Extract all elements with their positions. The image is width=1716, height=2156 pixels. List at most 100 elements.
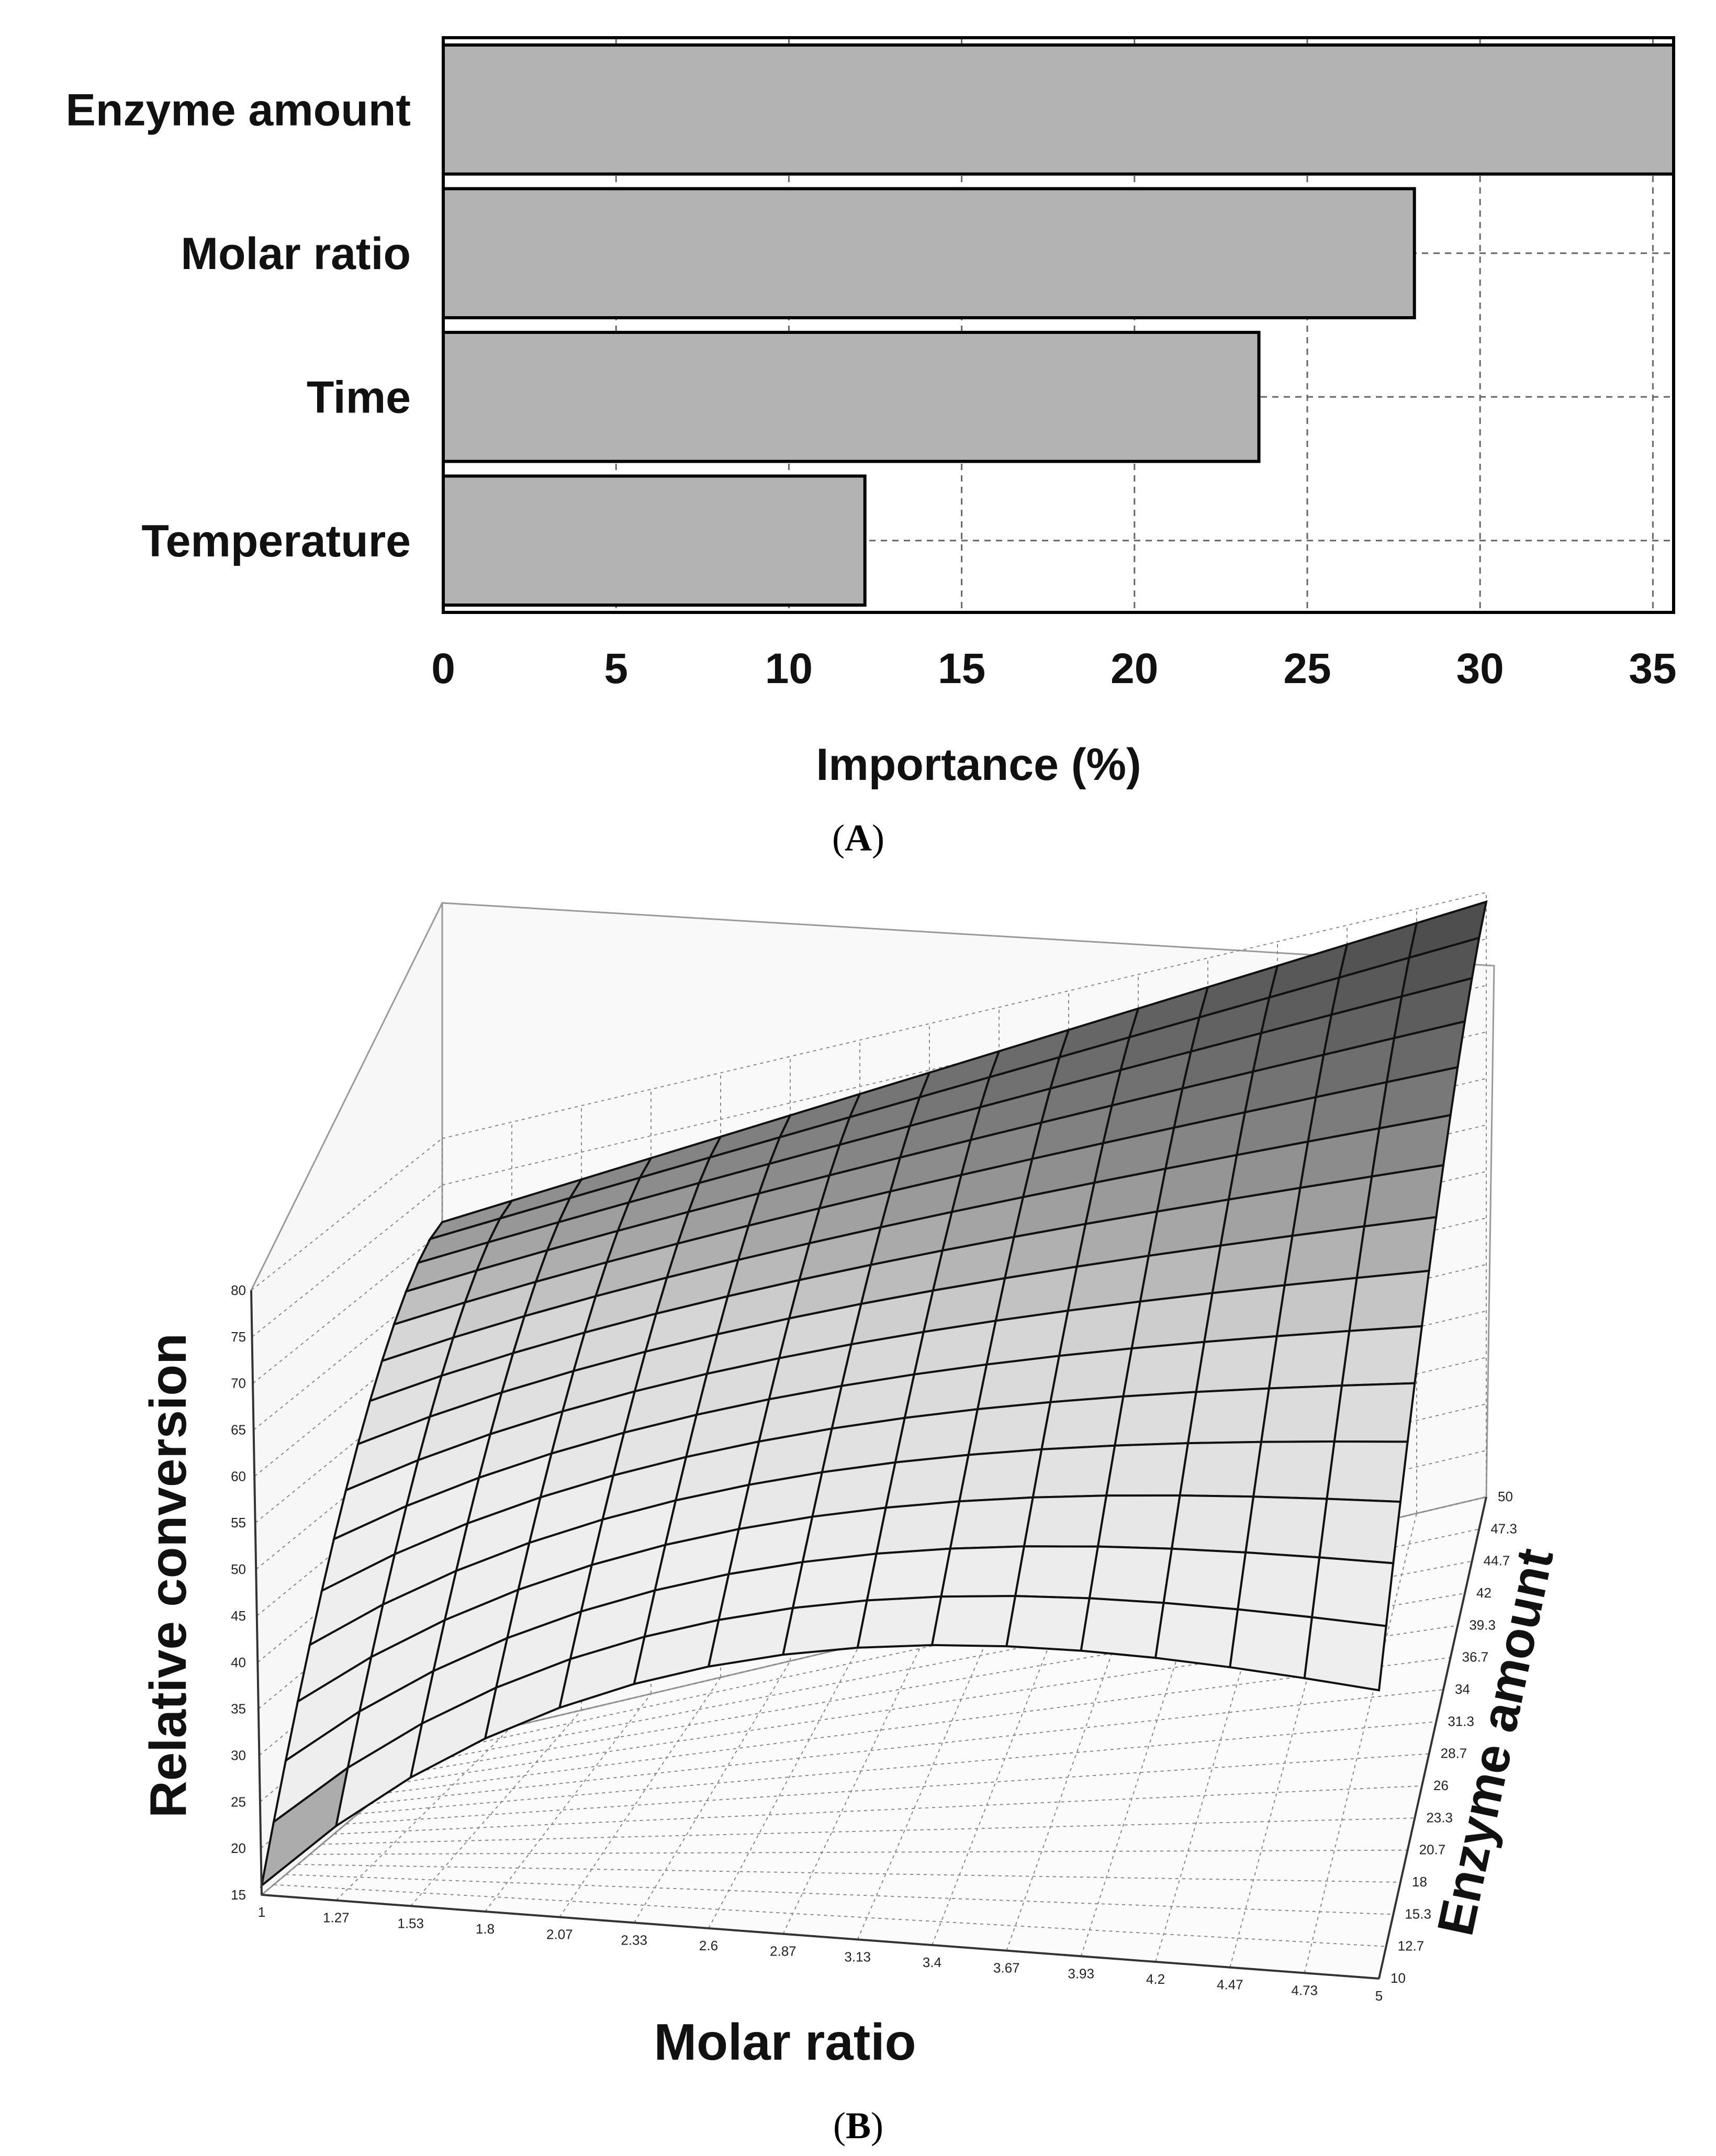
a-bar-molar-ratio <box>442 187 1416 319</box>
b-floor-grid <box>406 1593 1465 1774</box>
a-x-tick: 5 <box>604 645 628 692</box>
b-x-tick-labels: 1 1.27 1.53 1.8 2.07 2.33 2.6 2.87 3.13 3.4 3.67 3.… <box>258 1904 1383 2004</box>
b-surface-cell <box>1186 1387 1271 1445</box>
a-category-label: Temperature <box>141 516 411 566</box>
b-x-tick: 2.07 <box>546 1927 573 1942</box>
b-surface-cell <box>1333 1382 1416 1443</box>
b-x-tick: 4.2 <box>1146 1971 1165 1987</box>
b-surface-cell <box>1179 1440 1263 1498</box>
b-surface-cell <box>1130 1292 1214 1350</box>
b-y-tick: 31.3 <box>1448 1713 1474 1729</box>
b-surface-cell <box>1211 1234 1294 1294</box>
b-floor-grid <box>394 1625 1458 1784</box>
b-wall-grid <box>442 892 1487 1139</box>
b-floor-grid <box>1080 1562 1208 1957</box>
a-x-tick: 35 <box>1629 645 1676 692</box>
b-surface-cell <box>976 1354 1061 1411</box>
b-surface-mesh <box>260 900 1488 1889</box>
b-z-axis-line <box>250 1290 263 1895</box>
b-surface-cell <box>781 1599 869 1656</box>
b-x-tick: 2.33 <box>621 1932 647 1948</box>
b-z-tick: 30 <box>231 1747 246 1763</box>
a-x-tick: 30 <box>1456 645 1504 692</box>
b-x-axis-title: Molar ratio <box>654 2013 916 2071</box>
b-surface-cell <box>866 1547 952 1602</box>
b-surface-cell <box>1310 1556 1395 1627</box>
b-y-tick: 44.7 <box>1484 1553 1510 1569</box>
b-floor-grid <box>285 1874 1394 1915</box>
b-surface-cell <box>1229 1608 1314 1680</box>
b-z-tick: 35 <box>231 1701 246 1717</box>
b-y-axis-line <box>1378 1496 1487 1979</box>
b-y-tick: 50 <box>1498 1489 1513 1504</box>
b-floor-grid <box>708 1644 860 1929</box>
b-floor-grid <box>273 1884 1386 1947</box>
b-surface-cell <box>1014 1545 1100 1600</box>
b-floor-grid <box>261 1742 443 1895</box>
b-z-tick: 40 <box>231 1655 246 1670</box>
b-z-tick: 15 <box>231 1887 246 1903</box>
b-surface-cell <box>1252 1440 1336 1500</box>
a-plot-frame <box>442 36 1675 614</box>
b-z-tick: 45 <box>231 1608 246 1624</box>
b-surface-cell <box>1031 1444 1116 1499</box>
panel-b-label: (B) <box>833 2105 883 2147</box>
b-x-tick: 3.4 <box>923 1954 941 1970</box>
response-surface-plot: 15 20 25 30 35 40 45 50 55 60 65 70 75 80 1 1.27 1.53 1.… <box>139 892 1564 2147</box>
b-y-tick: 15.3 <box>1405 1906 1431 1922</box>
b-surface-cell <box>856 1595 943 1649</box>
b-y-tick-labels: 10 12.7 15.3 18 20.7 23.3 26 28.7 31.3 34 36.7 39.3… <box>1390 1489 1517 1986</box>
b-y-tick: 42 <box>1476 1585 1491 1601</box>
b-floor-grid <box>932 1595 1069 1946</box>
panel-a-label: (A) <box>832 817 884 859</box>
b-floor-grid <box>321 1817 1415 1845</box>
b-floor-grid <box>559 1677 721 1918</box>
b-y-tick: 18 <box>1412 1874 1427 1890</box>
a-category-labels: Enzyme amount Molar ratio Time Temperature <box>66 85 411 566</box>
b-x-tick: 4.47 <box>1217 1977 1243 1993</box>
b-surface-cell <box>939 1545 1026 1598</box>
b-surface-cell <box>1049 1347 1134 1403</box>
b-y-tick: 20.7 <box>1419 1842 1446 1858</box>
b-x-tick: 5 <box>1375 1988 1383 2004</box>
b-x-tick: 1.53 <box>397 1915 424 1931</box>
b-x-tick: 3.93 <box>1068 1965 1094 1981</box>
b-surface-cell <box>1005 1595 1091 1652</box>
a-category-label: Time <box>307 372 411 422</box>
b-floor-grid <box>410 1710 582 1906</box>
a-category-label: Enzyme amount <box>66 85 411 135</box>
b-y-tick: 34 <box>1455 1681 1470 1697</box>
b-surface-cell <box>1326 1440 1409 1503</box>
a-x-tick: 25 <box>1283 645 1331 692</box>
b-surface-cell <box>949 1496 1035 1550</box>
b-x-tick: 1.8 <box>476 1921 495 1937</box>
b-floor-grid <box>382 1657 1451 1794</box>
b-surface-cell <box>1244 1495 1328 1559</box>
b-z-tick: 65 <box>231 1422 246 1438</box>
b-floor-grid <box>633 1660 791 1923</box>
b-surface-cell <box>1154 1602 1239 1669</box>
b-surface-cell <box>1283 1225 1366 1287</box>
a-x-axis-title: Importance (%) <box>816 740 1141 790</box>
b-surface-cell <box>1088 1545 1173 1604</box>
b-z-tick: 70 <box>231 1376 246 1391</box>
a-bar-time <box>442 331 1261 463</box>
b-floor-grid <box>857 1611 1000 1940</box>
a-bar-enzyme-amount <box>442 43 1675 176</box>
b-y-tick: 47.3 <box>1490 1521 1517 1536</box>
b-z-tick: 80 <box>231 1282 246 1298</box>
b-z-axis-title: Relative conversion <box>139 1333 197 1818</box>
b-surface-cell <box>1113 1391 1198 1447</box>
a-x-tick: 0 <box>431 645 455 692</box>
b-x-tick: 2.6 <box>699 1938 718 1953</box>
b-surface-cell <box>1040 1395 1125 1451</box>
b-surface-cell <box>875 1500 961 1555</box>
b-z-tick: 60 <box>231 1468 246 1484</box>
b-z-tick: 55 <box>231 1515 246 1531</box>
b-z-tick: 20 <box>231 1840 246 1856</box>
b-x-tick: 1 <box>258 1904 265 1920</box>
b-x-axis-line <box>261 1894 1379 1980</box>
a-x-tick-labels: 0 5 10 15 20 25 30 35 <box>431 645 1676 692</box>
